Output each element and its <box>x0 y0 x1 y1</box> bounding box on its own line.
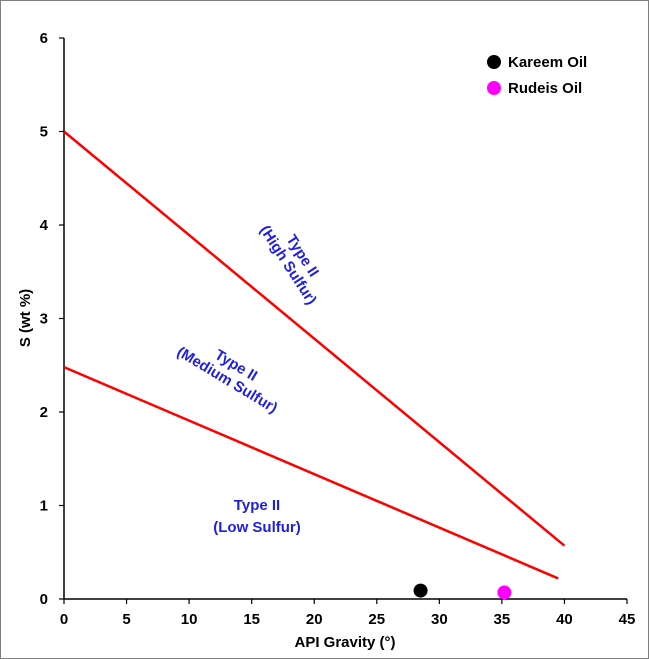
y-tick-label: 6 <box>40 30 48 47</box>
region-label-high-sulfur: Type II (High Sulfur) <box>256 222 322 307</box>
y-tick-label: 3 <box>40 311 48 328</box>
y-tick-label: 1 <box>40 498 48 515</box>
legend-marker-kareem <box>487 55 501 69</box>
boundary-line-high-medium <box>63 130 566 547</box>
x-tick-label: 15 <box>243 611 260 628</box>
data-points <box>413 583 512 600</box>
region-label-low-line1: Type II <box>234 497 280 514</box>
x-axis-title: API Gravity (°) <box>294 634 395 651</box>
boundary-line-medium-low <box>63 365 559 580</box>
legend-label-kareem: Kareem Oil <box>508 54 587 71</box>
boundary-lines <box>63 130 566 580</box>
x-tick-label: 25 <box>368 611 385 628</box>
y-tick-label: 0 <box>40 591 48 608</box>
x-tick-label: 10 <box>181 611 198 628</box>
legend-label-rudeis: Rudeis Oil <box>508 80 582 97</box>
region-label-low-line2: (Low Sulfur) <box>213 519 300 536</box>
legend-marker-rudeis <box>487 81 501 95</box>
y-tick-label: 2 <box>40 404 48 421</box>
y-tick-label: 5 <box>40 124 48 141</box>
x-tick-label: 45 <box>619 611 636 628</box>
x-tick-label: 0 <box>60 611 68 628</box>
x-tick-label: 35 <box>494 611 511 628</box>
x-tick-label: 30 <box>431 611 448 628</box>
region-label-medium-sulfur: Type II (Medium Sulfur) <box>174 343 281 416</box>
y-axis-title: S (wt %) <box>17 289 34 347</box>
legend: Kareem Oil Rudeis Oil <box>487 54 587 97</box>
region-label-low-sulfur: Type II (Low Sulfur) <box>213 497 300 536</box>
axes <box>63 38 627 600</box>
x-tick-label: 5 <box>122 611 130 628</box>
data-point-kareem-oil <box>413 583 428 598</box>
x-tick-label: 40 <box>556 611 573 628</box>
y-tick-label: 4 <box>40 217 49 234</box>
x-tick-label: 20 <box>306 611 323 628</box>
data-point-rudeis-oil <box>497 585 512 600</box>
